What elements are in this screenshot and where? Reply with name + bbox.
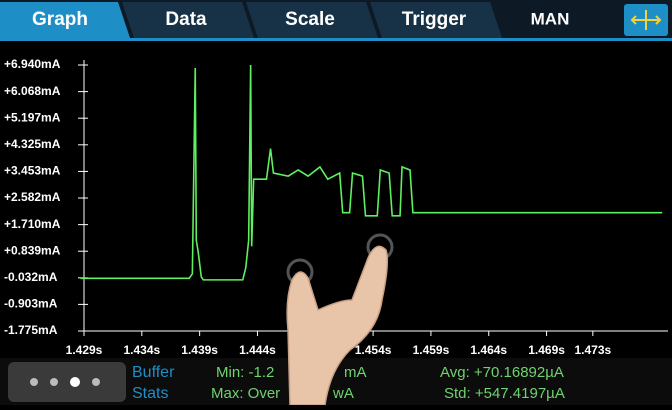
trace (80, 64, 663, 281)
page-dot (30, 378, 38, 386)
stat-min: Min: -1.2 (216, 364, 274, 381)
page-dot (92, 378, 100, 386)
x-tick-label: 1.459s (413, 343, 450, 357)
stats-title: Stats (132, 385, 168, 402)
y-tick-label: -0.032mA (4, 270, 58, 284)
stat-avg: Avg: +70.16892µA (440, 364, 564, 381)
x-tick-label: 1.454s (355, 343, 392, 357)
plot: +6.940mA +6.068mA +5.197mA +4.325mA +3.453mA… (4, 57, 668, 357)
pan-icon (630, 10, 662, 30)
tab-underline (0, 38, 672, 41)
y-tick-label: +6.940mA (4, 57, 61, 71)
x-tick-label: 1.464s (470, 343, 507, 357)
tab[interactable]: Data (165, 9, 207, 30)
tab-bg[interactable] (370, 2, 502, 38)
tab-bg[interactable] (122, 2, 254, 38)
y-tick-label: +0.839mA (4, 243, 61, 257)
stat-min-unit: mA (344, 364, 367, 381)
x-tick-label: 1.444s (239, 343, 276, 357)
y-tick-label: +4.325mA (4, 137, 61, 151)
y-tick-label: +5.197mA (4, 110, 61, 124)
mode-label[interactable]: MAN (531, 9, 570, 28)
tab-bg[interactable] (0, 2, 130, 38)
page-dot (70, 377, 80, 387)
y-tick-label: -0.903mA (4, 297, 58, 311)
y-tick-label: +2.582mA (4, 190, 61, 204)
y-tick-label: -1.775mA (4, 323, 58, 337)
tab[interactable]: Scale (285, 9, 335, 30)
hand (286, 233, 394, 406)
tab[interactable]: Graph (32, 9, 88, 30)
y-tick-label: +3.453mA (4, 164, 61, 178)
x-tick-label: 1.469s (528, 343, 565, 357)
page-dot (50, 378, 58, 386)
y-tick-label: +6.068mA (4, 84, 61, 98)
stat-max: Max: Over (211, 385, 280, 402)
stat-max-unit: wA (332, 385, 354, 402)
x-tick-label: 1.439s (181, 343, 218, 357)
x-tick-label: 1.434s (123, 343, 160, 357)
tab[interactable]: Trigger (402, 9, 467, 30)
stats-title: Buffer (132, 364, 175, 381)
x-tick-label: 1.473s (574, 343, 611, 357)
swipe-handle[interactable] (8, 362, 126, 402)
stat-std: Std: +547.4197µA (444, 385, 565, 402)
tab-bg[interactable] (246, 2, 378, 38)
hand-shape (286, 245, 389, 406)
y-tick-label: +1.710mA (4, 217, 61, 231)
x-tick-label: 1.429s (66, 343, 103, 357)
